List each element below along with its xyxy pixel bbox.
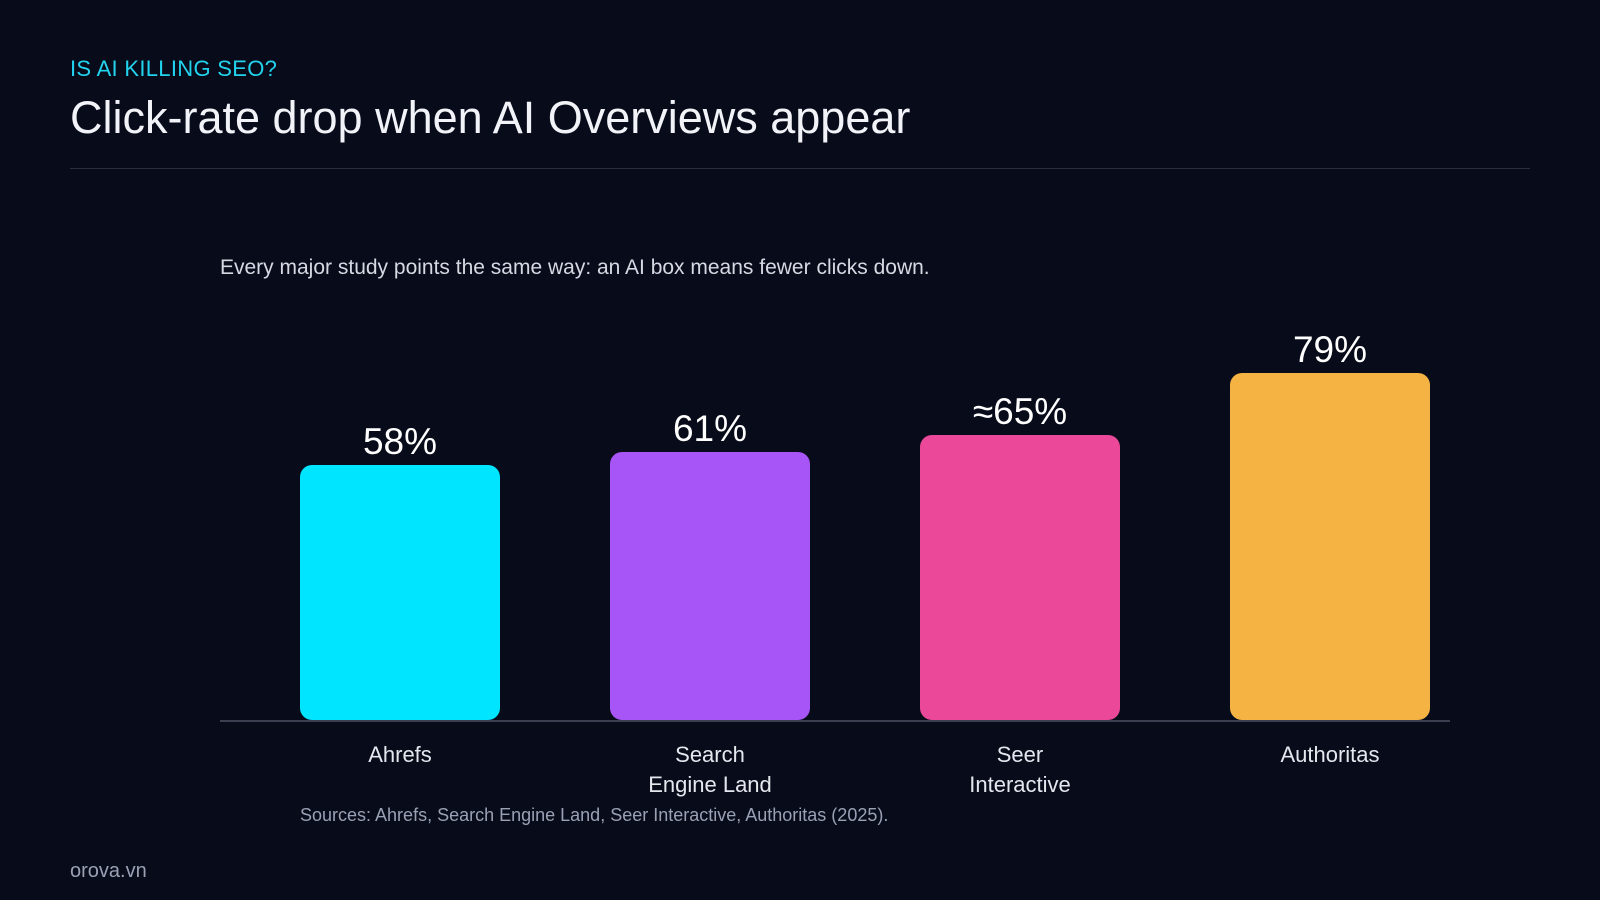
chart-subtitle: Every major study points the same way: a… — [220, 256, 930, 279]
category-label: Seer Interactive — [969, 742, 1071, 797]
value-label: 61% — [672, 408, 748, 450]
category-label: Search Engine Land — [648, 742, 772, 797]
baseline — [220, 720, 1450, 722]
kicker: IS AI KILLING SEO? — [70, 56, 278, 81]
title: Click-rate drop when AI Overviews appear — [70, 92, 911, 143]
source-note: Sources: Ahrefs, Search Engine Land, See… — [300, 805, 889, 825]
value-label: 58% — [362, 421, 438, 463]
category-label: Ahrefs — [368, 742, 432, 767]
value-label: 79% — [1292, 329, 1368, 371]
bar — [610, 452, 810, 720]
divider — [70, 168, 1530, 169]
bar — [920, 434, 1120, 720]
footer: orova.vn — [70, 860, 147, 882]
value-label: ≈65% — [972, 390, 1068, 432]
category-label: Authoritas — [1280, 742, 1380, 767]
bar — [1230, 373, 1430, 720]
bar — [300, 465, 500, 720]
